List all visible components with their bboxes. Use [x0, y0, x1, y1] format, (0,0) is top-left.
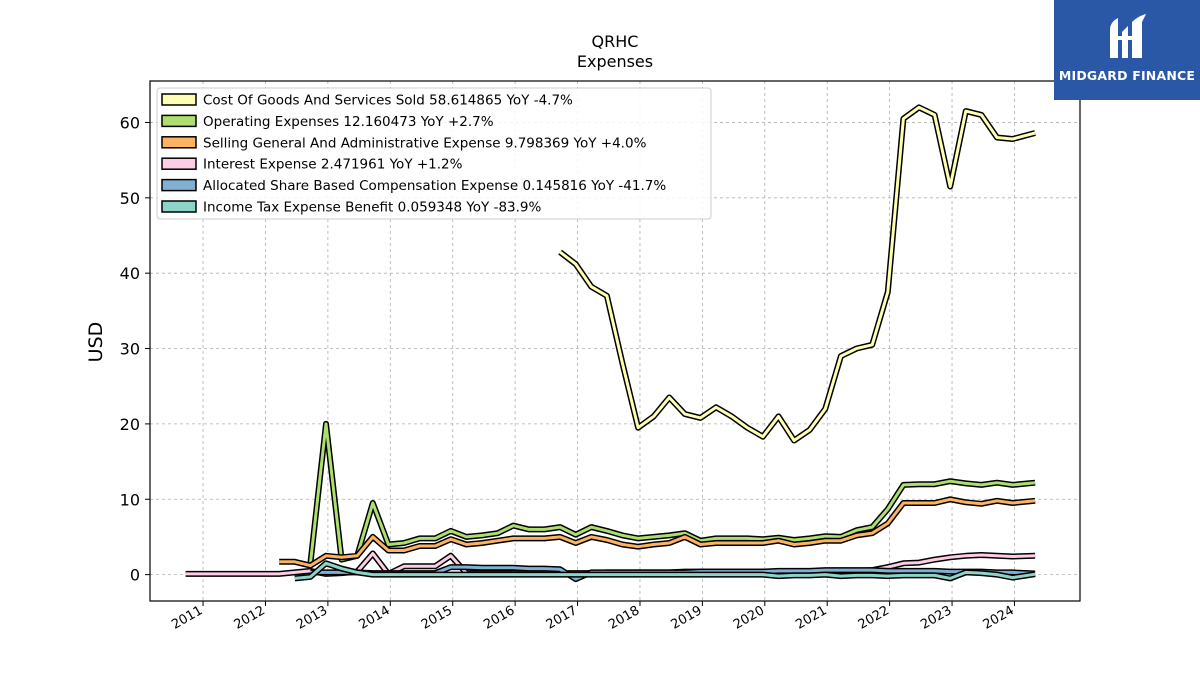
plot-frame — [149, 80, 1081, 602]
x-tick-label: 2020 — [731, 603, 767, 633]
y-tick-label: 60 — [120, 113, 140, 132]
y-tick-label: 20 — [120, 415, 140, 434]
x-tick-label: 2013 — [294, 603, 330, 633]
x-tick-label: 2017 — [544, 603, 580, 633]
legend-entry: Income Tax Expense Benefit 0.059348 YoY … — [203, 200, 542, 216]
y-tick-label: 40 — [120, 264, 140, 283]
legend-swatch — [161, 200, 197, 213]
legend-entry: Allocated Share Based Compensation Expen… — [203, 178, 666, 194]
legend-swatch — [161, 93, 197, 106]
legend-entry: Selling General And Administrative Expen… — [203, 135, 647, 151]
y-axis: 0 10 20 30 40 50 60 — [120, 113, 150, 585]
x-tick-label: 2012 — [232, 603, 268, 633]
x-tick-label: 2016 — [481, 603, 517, 633]
y-tick-label: 10 — [120, 490, 140, 509]
y-tick-label: 30 — [120, 340, 140, 359]
legend-swatch — [161, 114, 197, 128]
x-tick-label: 2022 — [856, 603, 892, 633]
x-tick-label: 2021 — [793, 603, 829, 633]
y-axis-label: USD — [85, 322, 107, 363]
x-tick-label: 2024 — [981, 603, 1017, 633]
legend-box — [156, 87, 712, 220]
series-line-2 — [279, 497, 1036, 568]
series-layer — [185, 104, 1036, 583]
chart-title: QRHC — [592, 32, 639, 51]
x-tick-label: 2014 — [356, 603, 392, 633]
chart-subtitle: Expenses — [577, 52, 653, 71]
legend-entry: Cost Of Goods And Services Sold 58.61486… — [203, 93, 573, 109]
y-tick-label: 50 — [120, 189, 140, 208]
x-tick-label: 2019 — [669, 603, 705, 633]
x-tick-label: 2011 — [169, 603, 205, 633]
legend-swatch — [161, 157, 197, 170]
brand-logo: MIDGARD FINANCE — [1054, 0, 1200, 100]
series-line-outline — [279, 496, 1036, 569]
series-line-1 — [308, 422, 1036, 564]
brand-name: MIDGARD FINANCE — [1058, 68, 1196, 83]
midgard-logo-icon — [1110, 14, 1146, 58]
series-line-0 — [559, 105, 1036, 442]
legend-entry: Interest Expense 2.471961 YoY +1.2% — [203, 157, 463, 173]
x-tick-label: 2023 — [918, 603, 954, 633]
x-axis: 2011 2012 2013 2014 2015 2016 2017 2018 2019 2020… — [169, 601, 1017, 633]
legend-swatch — [161, 178, 197, 192]
series-line-5 — [294, 561, 1036, 580]
legend-entry: Operating Expenses 12.160473 YoY +2.7% — [203, 114, 494, 130]
legend: Cost Of Goods And Services Sold 58.61486… — [156, 87, 712, 220]
x-tick-label: 2018 — [606, 603, 642, 633]
y-tick-label: 0 — [130, 566, 140, 585]
legend-swatch — [161, 136, 197, 149]
x-tick-label: 2015 — [419, 603, 455, 633]
